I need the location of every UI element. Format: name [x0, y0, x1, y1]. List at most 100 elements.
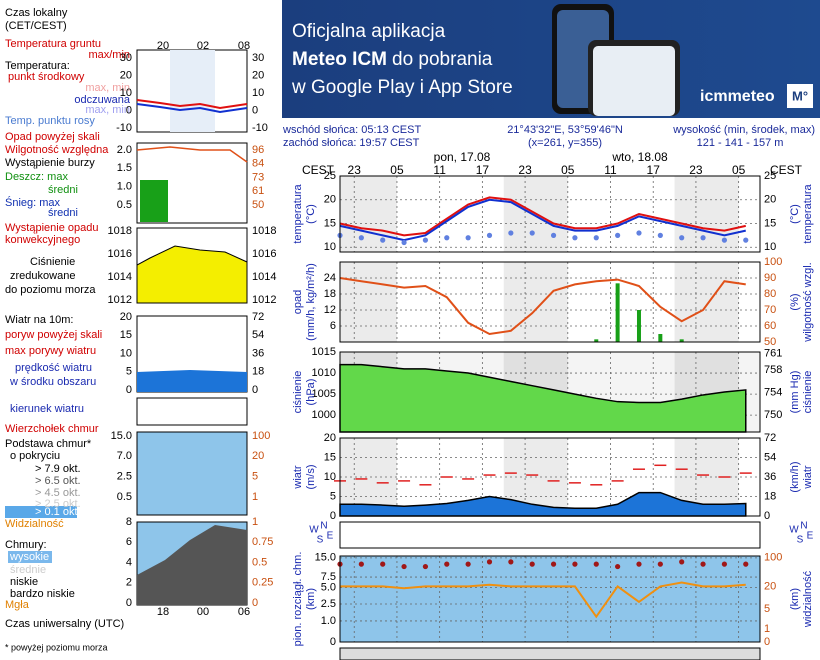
dot [422, 563, 429, 570]
legend-text: Śnieg: max [5, 196, 61, 209]
legend-tick: 84 [252, 158, 264, 170]
tz-label: CEST [302, 163, 335, 177]
y-tick-label: 6 [330, 320, 336, 332]
legend-tick: 0.5 [117, 199, 132, 211]
panel-partial [339, 647, 761, 660]
legend-text: (CET/CEST) [5, 20, 67, 32]
legend-tick: 1.5 [117, 162, 132, 174]
y2-axis-label: widzialność [802, 570, 814, 628]
grid-point: (x=261, y=355) [528, 137, 602, 149]
legend-tick: 72 [252, 311, 264, 323]
dot [401, 563, 407, 570]
compass: W [789, 525, 799, 536]
legend-text: Czas lokalny [5, 7, 68, 19]
x-tick-label: 05 [561, 163, 575, 177]
y2-tick-label: 20 [764, 580, 776, 592]
legend-tick: 6 [126, 536, 132, 548]
compass: N [320, 521, 327, 532]
legend-text: Wierzchołek chmur [5, 423, 99, 435]
y2-tick-label: 15 [764, 217, 776, 229]
x-tick-label: 23 [348, 163, 362, 177]
y2-tick-label: 1 [764, 623, 770, 635]
legend-tick: 1014 [252, 271, 276, 283]
bar [679, 339, 684, 342]
legend-text: średni [48, 207, 78, 219]
y2-tick-label: 754 [764, 387, 782, 399]
legend-text: średni [48, 184, 78, 196]
legend-tick: -10 [116, 122, 132, 134]
legend-text: Wystąpienie opadu [5, 222, 98, 234]
y-tick-label: 1.0 [321, 615, 336, 627]
compass: S [317, 535, 324, 546]
compass: E [807, 531, 814, 542]
dot [615, 232, 621, 238]
y2-tick-label: 54 [764, 451, 776, 463]
dot [636, 561, 642, 567]
legend-tick: 2.0 [117, 144, 132, 156]
y2-tick-label: 70 [764, 304, 776, 316]
legend-tick: 50 [252, 199, 264, 211]
y2-tick-label: 100 [764, 256, 782, 268]
legend-tick: 0.5 [252, 556, 267, 568]
legend-tick: 18 [252, 366, 264, 378]
logo: icmmeteo [700, 88, 775, 105]
legend-text: Temperatura: [5, 60, 70, 72]
legend-tick: 30 [252, 52, 264, 64]
dot [486, 232, 493, 238]
dot [679, 235, 685, 241]
day-label: pon, 17.08 [434, 150, 491, 164]
dot [508, 559, 514, 565]
dot [657, 561, 663, 567]
legend-highlight [5, 506, 77, 518]
legend-tick: 1018 [108, 225, 132, 237]
legend-panel [136, 397, 248, 426]
dot [358, 561, 364, 567]
day-label: wto, 18.08 [611, 150, 668, 164]
legend-tick: 100 [252, 430, 270, 442]
night-band [340, 176, 397, 252]
legend-text: max, min [85, 82, 130, 94]
legend-text: Mgła [5, 599, 30, 611]
panel-frame [339, 351, 761, 433]
legend-text: max porywy wiatru [5, 345, 96, 357]
dot [593, 235, 599, 241]
legend-text: do poziomu morza [5, 284, 96, 296]
banner[interactable] [282, 0, 820, 118]
y2-tick-label: 0 [764, 636, 770, 648]
panel-frame [339, 437, 761, 517]
legend-tick: 06 [238, 606, 250, 618]
compass: W [309, 525, 319, 536]
y-tick-label: 5 [330, 490, 336, 502]
y-axis-label: opad [292, 290, 304, 314]
compass: S [797, 535, 804, 546]
y-axis-label: (hPa) [305, 379, 317, 406]
banner-text: Oficjalna aplikacja [292, 21, 446, 42]
legend-clouds [137, 525, 247, 605]
legend-tick: 5 [126, 366, 132, 378]
dot [572, 561, 578, 567]
y2-tick-label: 761 [764, 347, 782, 359]
legend-text: > 7.9 okt. [35, 463, 81, 475]
dot [636, 230, 642, 236]
y-tick-label: 15.0 [315, 552, 336, 564]
legend-tick: 1012 [252, 294, 276, 306]
line [339, 277, 746, 336]
legend-tick: 0 [126, 384, 132, 396]
x-tick-label: 23 [518, 163, 532, 177]
dot [679, 559, 685, 565]
y-tick-label: 1005 [312, 388, 336, 400]
x-tick-label: 05 [732, 163, 746, 177]
compass: E [327, 531, 334, 542]
legend-tick: 0 [252, 104, 258, 116]
legend-text: > 2.5 okt. [35, 498, 81, 510]
legend-bars [140, 180, 168, 222]
legend-area [136, 245, 248, 304]
legend-text: poryw powyżej skali [5, 329, 102, 341]
y2-axis-label: (km/h) [789, 461, 801, 492]
y2-tick-label: 25 [764, 170, 776, 182]
legend-tick: 5 [252, 471, 258, 483]
legend-tick: 30 [120, 52, 132, 64]
legend-area [137, 370, 247, 392]
legend-text: max/min [88, 49, 130, 61]
y-tick-label: 10 [324, 241, 336, 253]
